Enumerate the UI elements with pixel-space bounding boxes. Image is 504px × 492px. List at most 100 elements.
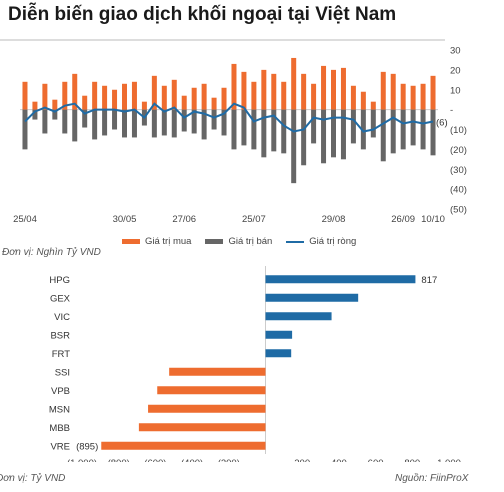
x-tick-label: 26/09 xyxy=(391,214,415,225)
buy-bar xyxy=(410,85,416,110)
legend: Giá trị mua Giá trị bán Giá trị ròng xyxy=(122,236,356,247)
buy-bar xyxy=(82,95,88,110)
x-tick-label: 25/04 xyxy=(13,214,37,225)
legend-item-net: Giá trị ròng xyxy=(286,236,356,247)
sell-bar xyxy=(281,109,287,154)
page-title: Diễn biến giao dịch khối ngoại tại Việt … xyxy=(8,4,397,25)
buy-bar xyxy=(22,81,28,110)
sell-bar xyxy=(380,109,386,162)
legend-label-sell: Giá trị bán xyxy=(228,236,273,247)
sell-bar xyxy=(410,109,416,146)
x-tick-label: 600 xyxy=(368,458,384,462)
sell-bar xyxy=(151,109,157,138)
sell-bar xyxy=(171,109,177,138)
x-tick-label: (1,000) xyxy=(67,458,97,462)
buy-bar xyxy=(42,83,48,110)
bar-data-label: 817 xyxy=(421,275,437,286)
y-tick-label: 30 xyxy=(450,46,461,57)
buy-bar xyxy=(171,79,177,110)
buy-bar xyxy=(241,71,247,110)
category-label: FRT xyxy=(52,349,70,360)
y-tick-label: (30) xyxy=(450,165,467,176)
sell-bar xyxy=(251,109,257,150)
buy-bar xyxy=(271,73,277,110)
legend-swatch-sell xyxy=(205,239,224,244)
stock-bar xyxy=(265,293,359,302)
buy-bar xyxy=(231,63,237,110)
x-tick-label: 27/06 xyxy=(172,214,196,225)
category-label: VPB xyxy=(51,386,70,397)
buy-bar xyxy=(281,81,287,110)
buy-bar xyxy=(72,73,78,110)
legend-item-sell: Giá trị bán xyxy=(205,236,272,247)
x-tick-label: 800 xyxy=(404,458,420,462)
sell-bar xyxy=(52,109,58,120)
sell-bar xyxy=(400,109,406,150)
sell-bar xyxy=(72,109,78,142)
buy-bar xyxy=(390,73,396,110)
x-tick-label: (800) xyxy=(108,458,130,462)
category-label: VRE xyxy=(50,441,70,452)
buy-bar xyxy=(221,87,227,110)
x-tick-label: (200) xyxy=(218,458,240,462)
source-label: Nguồn: FiinProX xyxy=(395,473,469,484)
sell-bar xyxy=(271,109,277,152)
stock-bar xyxy=(148,404,266,413)
x-tick-label: 30/05 xyxy=(113,214,137,225)
x-tick-label: 400 xyxy=(331,458,347,462)
buy-bar xyxy=(92,81,98,110)
stock-bar xyxy=(265,312,332,321)
sell-bar xyxy=(201,109,207,140)
sell-bar xyxy=(430,109,436,156)
buy-bar xyxy=(420,83,426,110)
top-stocks-bar-chart: HPG GEX VIC BSR FRT SSI VPB MSN MBB VRE 817 (895) (1… xyxy=(49,266,461,462)
stock-bar xyxy=(157,386,266,395)
buy-bar xyxy=(380,71,386,110)
buy-bar xyxy=(430,75,436,110)
sell-bar xyxy=(122,109,127,138)
y-tick-label: (20) xyxy=(450,145,467,156)
sell-bar xyxy=(211,109,217,130)
category-label: MSN xyxy=(49,404,70,415)
buy-bar xyxy=(211,97,217,110)
buy-bar xyxy=(141,101,147,110)
buy-bar xyxy=(400,83,406,110)
buy-bar xyxy=(360,91,366,110)
bar-data-label: (895) xyxy=(76,441,98,452)
stock-bar xyxy=(101,441,266,450)
category-label: BSR xyxy=(50,330,70,341)
sell-bar xyxy=(360,109,366,150)
x-tick-label: - xyxy=(264,458,267,462)
category-label: VIC xyxy=(54,312,70,323)
x-tick-label: (400) xyxy=(181,458,203,462)
buy-bar xyxy=(291,57,297,110)
buy-bar xyxy=(301,73,307,110)
buy-bar xyxy=(350,85,356,110)
x-tick-label: 10/10 xyxy=(421,214,445,225)
net-end-data-label: (6) xyxy=(436,118,448,129)
y-tick-label: (10) xyxy=(450,125,467,136)
category-label: MBB xyxy=(49,423,70,434)
sell-bar xyxy=(340,109,346,160)
buy-bar xyxy=(261,69,267,110)
stock-bar xyxy=(138,423,266,432)
sell-bar xyxy=(161,109,167,136)
sell-bar xyxy=(301,109,307,166)
buy-bar xyxy=(201,83,207,110)
sell-bar xyxy=(291,109,297,184)
sell-bar xyxy=(241,109,247,146)
stock-bar xyxy=(265,349,292,358)
sell-bar xyxy=(261,109,267,158)
x-tick-label: 25/07 xyxy=(242,214,266,225)
stock-bar xyxy=(169,367,266,376)
sell-bar xyxy=(22,109,28,150)
buy-bar xyxy=(102,85,108,110)
sell-bar xyxy=(92,109,98,140)
x-tick-label: 200 xyxy=(294,458,310,462)
sell-bar xyxy=(221,109,227,136)
sell-bar xyxy=(82,109,88,128)
sell-bar xyxy=(191,109,197,134)
buy-bar xyxy=(251,81,257,110)
buy-bar xyxy=(191,87,197,110)
y-tick-label: - xyxy=(450,105,453,116)
